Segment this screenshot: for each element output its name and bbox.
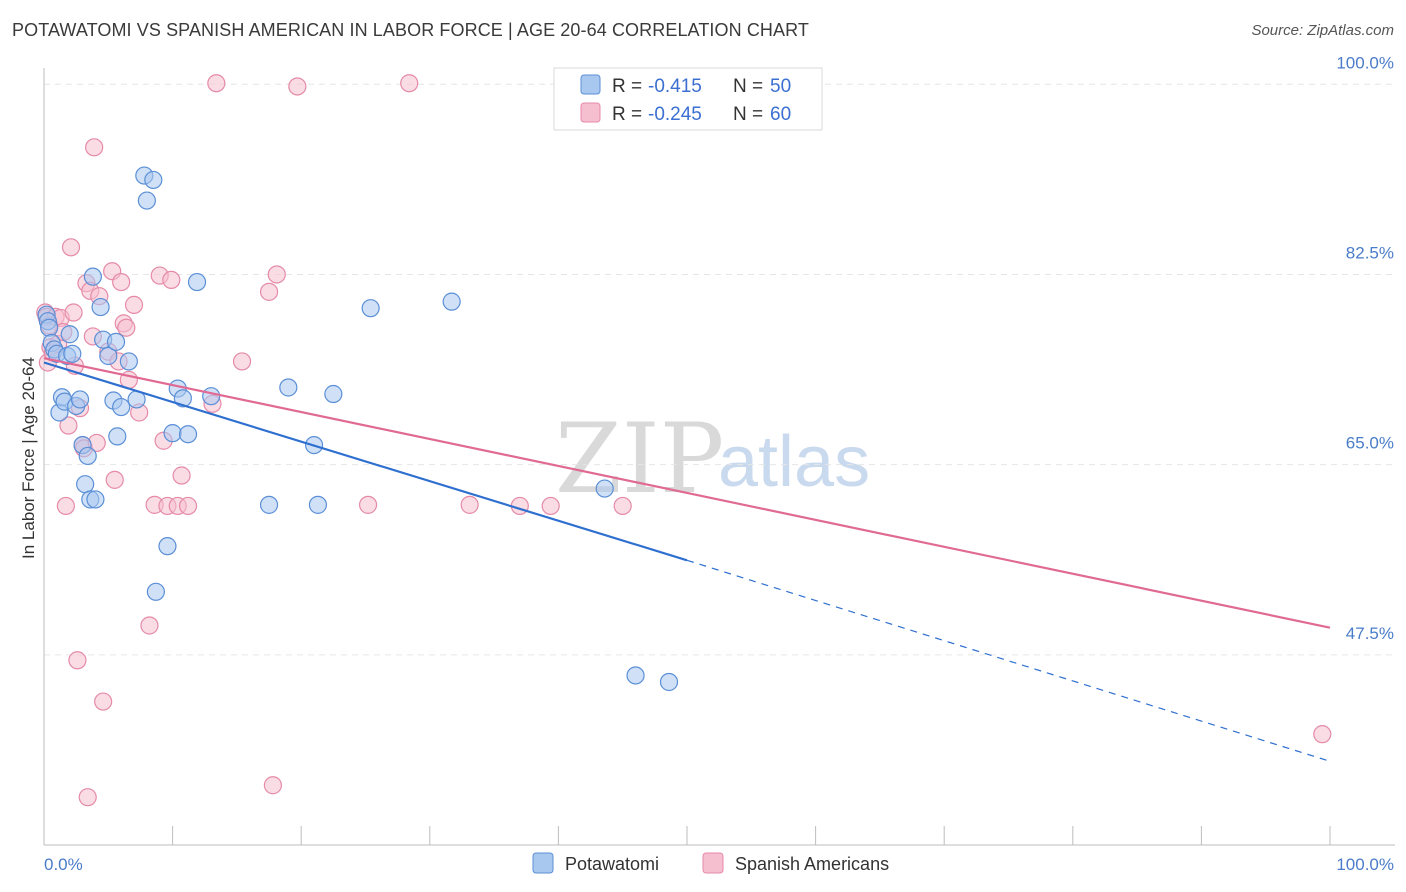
series-legend-label-potawatomi[interactable]: Potawatomi <box>565 854 659 874</box>
spanish-american-point[interactable] <box>68 651 87 670</box>
potawatomi-point[interactable] <box>173 389 192 408</box>
potawatomi-point[interactable] <box>83 267 102 286</box>
spanish-americans-trend-line <box>43 357 1331 629</box>
potawatomi-point[interactable] <box>442 292 461 311</box>
legend-swatch-potawatomi <box>580 74 601 95</box>
potawatomi-trend-line <box>43 361 688 562</box>
potawatomi-point[interactable] <box>659 672 679 692</box>
potawatomi-point[interactable] <box>361 299 380 318</box>
spanish-american-point[interactable] <box>178 496 198 516</box>
spanish-american-point[interactable] <box>162 270 181 290</box>
legend-n-label-1: N = <box>733 76 763 97</box>
potawatomi-point[interactable] <box>595 479 614 498</box>
legend-r-label-2: R = <box>612 104 642 125</box>
potawatomi-point[interactable] <box>158 537 177 556</box>
spanish-american-point[interactable] <box>400 74 419 93</box>
stats-legend: R = -0.415 N = 50 R = -0.245 N = 60 <box>553 67 823 131</box>
spanish-american-point[interactable] <box>61 238 81 257</box>
series-legend: Potawatomi Spanish Americans <box>532 852 889 874</box>
potawatomi-point[interactable] <box>78 446 97 466</box>
potawatomi-point[interactable] <box>144 170 163 190</box>
spanish-american-point[interactable] <box>85 138 104 157</box>
potawatomi-point[interactable] <box>146 582 165 601</box>
potawatomi-point[interactable] <box>60 325 79 344</box>
spanish-american-point[interactable] <box>105 470 124 489</box>
watermark-atlas: atlas <box>718 422 870 502</box>
potawatomi-point[interactable] <box>112 397 131 417</box>
x-tick-label-max: 100.0% <box>1336 855 1394 874</box>
spanish-american-point[interactable] <box>267 265 286 284</box>
spanish-american-point[interactable] <box>64 303 83 322</box>
legend-swatch-spanish-americans <box>580 102 601 123</box>
potawatomi-point[interactable] <box>91 297 110 317</box>
spanish-american-point[interactable] <box>613 496 632 516</box>
potawatomi-point[interactable] <box>99 346 118 366</box>
y-ticks: 47.5% 65.0% 82.5% 100.0% <box>1336 53 1394 643</box>
y-tick-label: 100.0% <box>1336 53 1394 72</box>
legend-r-value-1: -0.415 <box>648 76 702 97</box>
series-legend-swatch-potawatomi[interactable] <box>532 852 554 874</box>
potawatomi-point[interactable] <box>308 495 328 514</box>
spanish-american-point[interactable] <box>172 466 191 485</box>
y-tick-label: 47.5% <box>1346 624 1394 643</box>
potawatomi-point[interactable] <box>279 378 298 397</box>
y-tick-label: 65.0% <box>1346 434 1394 453</box>
spanish-american-point[interactable] <box>124 295 144 315</box>
chart-title: POTAWATOMI VS SPANISH AMERICAN IN LABOR … <box>12 20 809 40</box>
watermark-zip: ZIP <box>555 403 724 515</box>
potawatomi-point[interactable] <box>178 425 198 444</box>
potawatomi-trend-extension <box>686 559 1331 762</box>
spanish-american-point[interactable] <box>59 416 78 435</box>
spanish-american-point[interactable] <box>78 788 97 807</box>
series-legend-label-spanish-americans[interactable]: Spanish Americans <box>735 854 889 874</box>
source-label: Source: ZipAtlas.com <box>1251 22 1394 39</box>
potawatomi-point[interactable] <box>70 390 90 409</box>
potawatomi-point[interactable] <box>163 424 182 443</box>
potawatomi-point[interactable] <box>76 475 95 494</box>
spanish-american-point[interactable] <box>259 282 279 301</box>
spanish-american-point[interactable] <box>232 352 252 371</box>
spanish-american-point[interactable] <box>117 318 136 337</box>
potawatomi-point[interactable] <box>86 490 105 509</box>
potawatomi-point[interactable] <box>187 272 207 292</box>
spanish-american-point[interactable] <box>1313 725 1332 744</box>
spanish-american-point[interactable] <box>140 616 159 635</box>
potawatomi-point[interactable] <box>40 318 59 337</box>
potawatomi-point[interactable] <box>259 495 279 514</box>
spanish-american-point[interactable] <box>541 496 560 516</box>
x-ticks: 0.0% 100.0% <box>44 855 1394 874</box>
y-tick-label: 82.5% <box>1346 243 1394 262</box>
legend-r-label-1: R = <box>612 76 642 97</box>
legend-r-value-2: -0.245 <box>648 104 702 125</box>
series-legend-swatch-spanish-americans[interactable] <box>702 852 724 874</box>
potawatomi-point[interactable] <box>108 427 127 446</box>
spanish-american-point[interactable] <box>56 496 75 516</box>
spanish-american-point[interactable] <box>288 77 307 96</box>
legend-n-value-2: 60 <box>770 104 791 125</box>
spanish-american-point[interactable] <box>112 272 131 292</box>
potawatomi-point[interactable] <box>324 384 343 404</box>
spanish-american-point[interactable] <box>263 776 283 795</box>
legend-n-value-1: 50 <box>770 76 791 97</box>
potawatomi-point[interactable] <box>626 666 645 685</box>
potawatomi-point[interactable] <box>63 344 82 363</box>
potawatomi-point[interactable] <box>119 352 138 371</box>
spanish-american-point[interactable] <box>460 495 479 514</box>
legend-n-label-2: N = <box>733 104 763 125</box>
axes <box>43 68 1395 846</box>
spanish-american-point[interactable] <box>94 692 113 711</box>
potawatomi-point[interactable] <box>106 332 126 351</box>
trend-lines <box>43 357 1331 762</box>
y-axis-label: In Labor Force | Age 20-64 <box>19 357 38 559</box>
x-tick-label-min: 0.0% <box>44 855 83 874</box>
spanish-american-point[interactable] <box>207 74 226 93</box>
potawatomi-point[interactable] <box>202 387 221 406</box>
grid <box>44 83 1395 656</box>
spanish-american-point[interactable] <box>358 495 378 514</box>
potawatomi-point[interactable] <box>137 191 156 210</box>
